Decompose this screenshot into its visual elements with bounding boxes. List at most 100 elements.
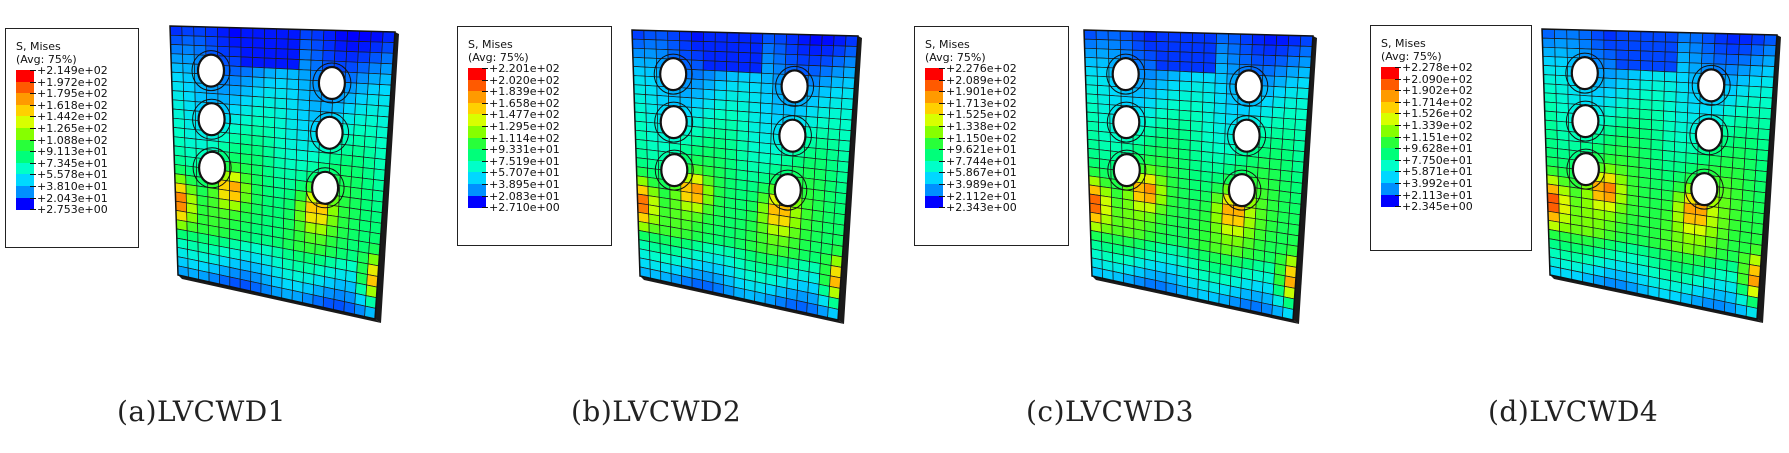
bolt-hole [1232,118,1261,153]
mesh-element [632,47,645,59]
mesh-element [1673,151,1687,164]
mesh-element [182,53,195,65]
mesh-element [375,126,389,139]
legend-value: +3.992e+01 [1402,177,1473,190]
mesh-element [229,103,242,116]
legend-value: +9.331e+01 [489,143,560,157]
mesh-element [356,61,370,74]
mesh-element [691,182,704,195]
mesh-element [748,91,762,104]
mesh-element [757,191,770,205]
mesh-element [633,75,646,86]
mesh-element [1239,33,1254,45]
mesh-element [229,94,242,106]
mesh-element [240,27,254,39]
mesh-element [184,128,197,140]
legend-swatch [468,184,486,197]
mesh-element [833,212,846,226]
mesh-element [1664,51,1678,63]
mesh-element [1751,34,1765,46]
mesh-element [1097,94,1110,106]
bolt-hole [1112,153,1141,188]
mesh-element [1711,104,1725,116]
fe-stress-contour-plot [631,29,862,324]
mesh-element [1736,85,1750,97]
legend-swatch [16,104,34,117]
mesh-element [365,104,379,117]
mesh-element [761,43,775,55]
mesh-element [726,51,740,63]
mesh-element [749,62,763,74]
mesh-element [737,61,751,73]
mesh-element [1566,38,1580,49]
panel-caption: (d)LVCWD4 [1488,395,1659,428]
mesh-element [1191,71,1204,83]
mesh-element [1627,136,1640,149]
mesh-element [343,92,357,105]
mesh-element [769,163,782,176]
mesh-element [634,111,647,123]
mesh-element [358,219,372,233]
mesh-element [633,93,647,105]
mesh-element [1179,32,1193,43]
mesh-element [1087,138,1100,151]
mesh-element [1702,32,1716,44]
legend-tick [30,116,36,118]
mesh-element [760,92,773,105]
mesh-element [369,51,383,64]
mesh-element [286,78,300,91]
mesh-element [182,81,196,93]
legend-subtitle: (Avg: 75%) [16,53,77,66]
mesh-element [1651,90,1665,102]
mesh-element [286,98,299,111]
mesh-element [1639,128,1652,140]
mesh-element [1756,149,1770,162]
mesh-element [702,174,715,187]
mesh-element [217,93,230,105]
mesh-element [1212,132,1226,145]
mesh-element [831,55,846,68]
mesh-element [645,103,658,115]
mesh-element [1211,162,1225,175]
mesh-element [702,136,715,149]
legend-value: +5.871e+01 [1402,165,1473,179]
mesh-element [299,29,313,41]
legend-value: +5.867e+01 [946,166,1017,180]
mesh-element [1155,60,1169,72]
mesh-element [251,154,264,167]
mesh-element [1212,142,1226,155]
mesh-element [1144,69,1157,81]
bolt-hole [317,65,346,101]
mesh-element [1615,49,1629,61]
hole-ring [775,65,815,107]
mesh-element [240,143,253,156]
mesh-element [1280,149,1294,162]
legend-swatch [1381,67,1399,80]
mesh-element [1672,190,1686,204]
mesh-element [1741,189,1755,203]
mesh-element [1227,53,1241,65]
mesh-element [767,203,780,216]
mesh-element [1167,118,1180,130]
mesh-element [1095,29,1109,41]
mesh-element [1760,86,1774,99]
mesh-element [1281,138,1295,151]
mesh-element [1143,50,1157,61]
hole-ring [1566,148,1606,190]
legend-tick [939,137,945,139]
mesh-element [736,130,749,142]
mesh-element [1119,39,1133,51]
bolt-hole [659,56,688,92]
hole-ring [654,101,694,143]
legend-tick [482,149,488,151]
mesh-element [240,133,253,146]
mesh-element [1273,75,1287,88]
mesh-element [1144,173,1157,186]
mesh-element [830,76,844,89]
mesh-element [823,190,837,204]
mesh-element [1736,74,1751,87]
mesh-element [252,27,266,39]
panel-caption: (b)LVCWD2 [571,395,742,428]
mesh-element [263,47,277,59]
mesh-element [1284,97,1298,110]
